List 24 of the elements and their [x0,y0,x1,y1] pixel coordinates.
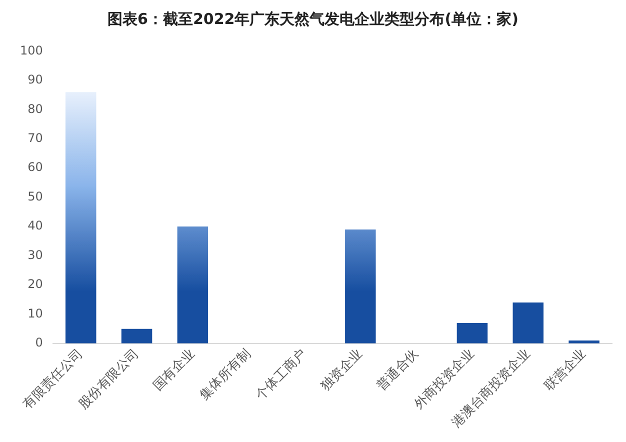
bar [65,92,96,344]
bar [345,229,376,344]
y-tick-label: 40 [28,218,43,233]
y-tick-label: 90 [28,72,43,87]
bar [177,226,208,344]
x-tick-label: 国有企业 [150,346,198,394]
bar [456,322,488,344]
y-tick-label: 50 [28,189,43,204]
x-tick-label: 独资企业 [318,346,366,394]
y-tick-label: 60 [28,160,43,174]
y-tick-label: 10 [28,306,43,320]
x-tick-label: 个体工商户 [253,346,310,404]
chart-title: 图表6：截至2022年广东天然气发电企业类型分布(单位：家) [106,10,520,30]
y-tick-label: 20 [28,277,43,292]
y-tick-label: 30 [28,248,43,262]
x-tick-label: 集体所有制 [197,346,254,404]
x-tick-label: 普通合伙 [373,346,422,394]
y-tick-label: 0 [35,336,43,350]
x-tick-label: 联营企业 [542,346,590,394]
y-tick-label: 80 [28,102,43,116]
bar [512,302,544,344]
y-tick-label: 70 [28,130,43,145]
bar [121,328,152,344]
y-tick-label: 100 [20,43,43,58]
